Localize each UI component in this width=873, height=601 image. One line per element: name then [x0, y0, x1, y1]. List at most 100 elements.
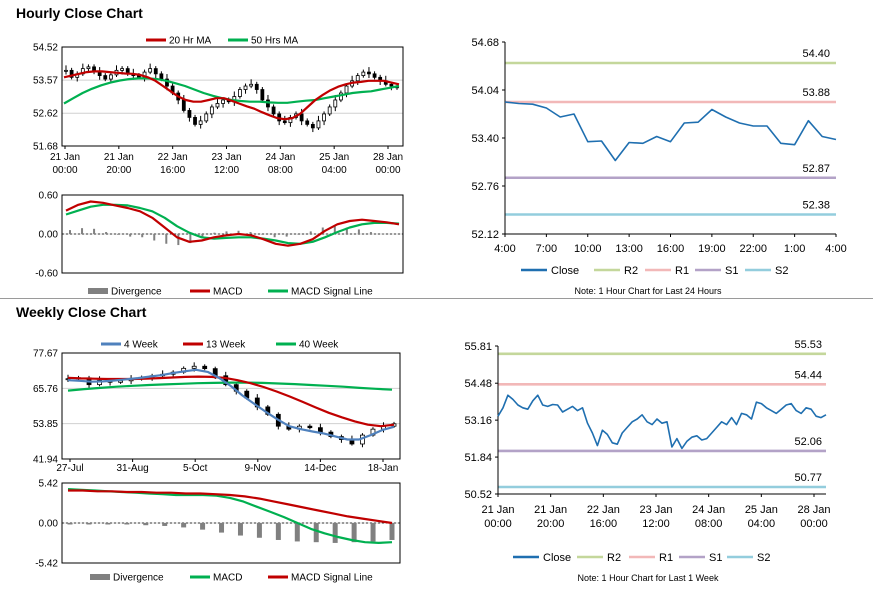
hourly-macd-divergence-bar	[321, 227, 324, 234]
hourly-price-candle-body	[299, 113, 304, 122]
hourly-price-candle-body	[193, 117, 197, 125]
hourly-macd-divergence-bar	[213, 232, 216, 234]
weekly-pivot-x-tick: 08:00	[695, 518, 723, 530]
hourly-pivot-legend-label: Close	[551, 265, 579, 277]
weekly-macd-divergence-bar	[124, 523, 130, 525]
weekly-price-y-tick: 65.76	[33, 384, 58, 395]
weekly-price-candle-body	[202, 365, 208, 370]
weekly-pivot-legend-label: R1	[659, 552, 673, 564]
hourly-price-legend-label: 50 Hrs MA	[251, 36, 299, 47]
hourly-pivot-s1-level-label: 52.87	[802, 163, 830, 175]
hourly-macd-signal-line	[65, 203, 400, 245]
hourly-price-candle-body	[69, 69, 74, 78]
section-divider	[0, 298, 873, 299]
hourly-macd-divergence-bar	[153, 234, 156, 241]
hourly-price-frame	[61, 46, 404, 147]
weekly-macd-divergence-bar	[389, 523, 395, 540]
weekly-macd-divergence-bar	[105, 523, 111, 525]
weekly-pivot-x-tick: 25 Jan	[745, 504, 778, 516]
hourly-macd-divergence-bar	[117, 234, 120, 235]
hourly-price-x-tick: 21 Jan	[104, 152, 134, 163]
hourly-pivot-legend-label: R2	[624, 265, 638, 277]
hourly-price-ma20-line	[63, 70, 400, 121]
hourly-macd-divergence-bar	[105, 232, 108, 234]
weekly-macd-legend-label: MACD	[213, 573, 242, 584]
hourly-macd-divergence-bar	[273, 234, 276, 238]
hourly-macd-divergence-bar	[237, 230, 240, 234]
weekly-pivot-x-tick: 16:00	[590, 518, 618, 530]
weekly-macd-legend-label: Divergence	[113, 573, 164, 584]
hourly-macd-divergence-bar	[189, 234, 192, 244]
weekly-pivot-r2-level-label: 55.53	[794, 339, 822, 351]
weekly-price-ma4-line	[67, 368, 395, 441]
hourly-price-candle-body	[204, 113, 209, 122]
hourly-pivot-legend-label: S1	[725, 265, 738, 277]
weekly-pivot-legend-label: S1	[709, 552, 722, 564]
hourly-macd-divergence-bar	[225, 231, 228, 234]
weekly-pivot-x-tick: 12:00	[642, 518, 670, 530]
weekly-price-legend-label: 4 Week	[124, 340, 159, 351]
weekly-macd-signal-line	[68, 489, 393, 525]
hourly-price-x-tick: 16:00	[160, 165, 185, 176]
hourly-price-x-tick: 00:00	[52, 165, 77, 176]
hourly-macd-divergence-bar	[81, 228, 84, 234]
hourly-price-candle-body	[249, 83, 254, 87]
weekly-pivot-y-tick: 51.84	[464, 452, 492, 464]
weekly-macd-divergence-bar	[200, 523, 206, 530]
hourly-price-candle-body	[361, 71, 366, 76]
weekly-pivot-x-tick: 23 Jan	[639, 504, 672, 516]
weekly-price-ma40-line	[67, 381, 393, 392]
weekly-pivot-x-tick: 00:00	[800, 518, 828, 530]
hourly-section-title: Hourly Close Chart	[16, 5, 143, 21]
hourly-price-candle-body	[282, 120, 287, 124]
weekly-macd-divergence-bar	[370, 523, 376, 542]
hourly-pivot-r2-level-label: 54.40	[802, 48, 830, 60]
hourly-price-candle-body	[187, 110, 192, 118]
hourly-price-candle-body	[243, 85, 248, 90]
hourly-price-candle-body	[333, 99, 338, 108]
hourly-pivot-y-tick: 52.76	[471, 181, 499, 193]
hourly-macd-legend-label: MACD	[213, 287, 242, 298]
hourly-price-x-tick: 28 Jan	[373, 152, 403, 163]
weekly-price-x-tick: 27-Jul	[56, 463, 83, 474]
hourly-macd-legend-label: Divergence	[111, 287, 162, 298]
hourly-price-candle-body	[305, 120, 310, 125]
weekly-macd-y-tick: 0.00	[39, 519, 59, 530]
hourly-price-candle-body	[254, 83, 259, 90]
hourly-price-candle-body	[238, 89, 242, 97]
hourly-macd-divergence-bar	[369, 232, 372, 234]
weekly-pivot-x-tick: 20:00	[537, 518, 565, 530]
weekly-price-frame	[61, 352, 401, 460]
hourly-price-y-tick: 53.57	[33, 76, 58, 87]
hourly-price-candle-body	[181, 99, 186, 111]
hourly-price-candle-body	[108, 74, 113, 80]
weekly-macd-divergence-bar	[256, 523, 262, 538]
weekly-pivot-x-tick: 22 Jan	[587, 504, 620, 516]
hourly-price-y-tick: 52.62	[33, 109, 58, 120]
weekly-pivot-x-tick: 04:00	[748, 518, 776, 530]
hourly-price-candle-body	[260, 89, 265, 101]
hourly-pivot-x-tick: 7:00	[536, 243, 557, 255]
hourly-pivot-y-tick: 52.12	[471, 229, 499, 241]
hourly-price-legend-label: 20 Hr MA	[169, 36, 212, 47]
weekly-pivot-note: Note: 1 Hour Chart for Last 1 Week	[578, 573, 719, 583]
hourly-pivot-x-tick: 4:00	[825, 243, 846, 255]
hourly-price-x-tick: 21 Jan	[50, 152, 80, 163]
hourly-price-candle-body	[344, 85, 349, 94]
hourly-macd-divergence-bar	[345, 227, 348, 234]
hourly-price-candle-body	[372, 73, 377, 78]
weekly-price-candle-body	[317, 427, 323, 433]
weekly-pivot-r1-level-label: 54.44	[794, 369, 822, 381]
hourly-price-candle-body	[64, 69, 68, 72]
weekly-pivot-y-tick: 54.48	[464, 378, 492, 390]
hourly-price-candle-body	[221, 99, 225, 104]
weekly-price-candle-body	[307, 425, 313, 429]
weekly-pivot-x-tick: 28 Jan	[797, 504, 830, 516]
weekly-price-candle-body	[191, 365, 197, 369]
hourly-pivot-y-tick: 54.04	[471, 85, 499, 97]
weekly-macd-divergence-bar	[143, 523, 149, 526]
hourly-price-y-tick: 54.52	[33, 43, 58, 54]
hourly-macd-divergence-bar	[357, 229, 360, 234]
hourly-pivot-note: Note: 1 Hour Chart for Last 24 Hours	[574, 286, 722, 296]
